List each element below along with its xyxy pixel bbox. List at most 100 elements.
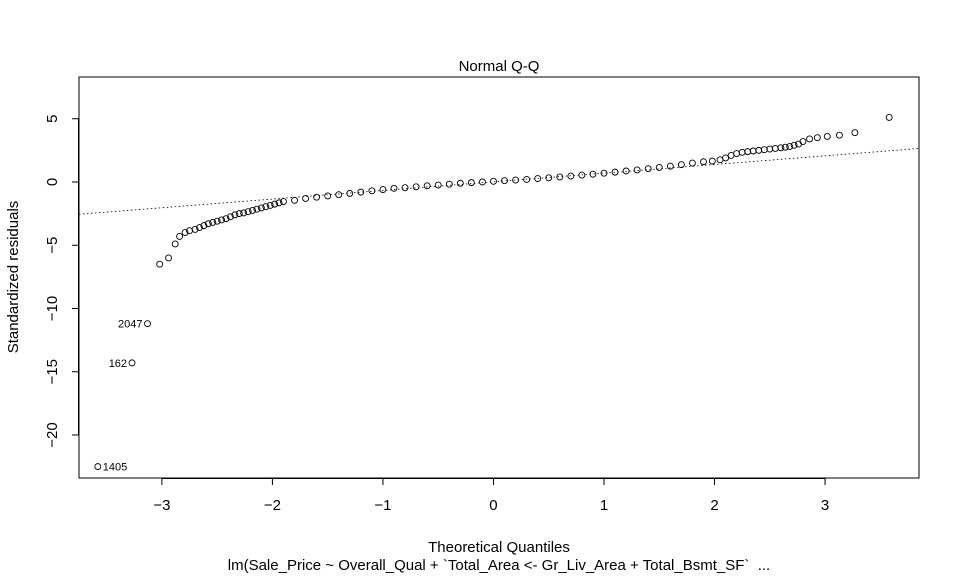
y-tick-label: −15 [44,359,61,384]
point-label: 1405 [103,462,127,474]
x-tick-label: −2 [264,497,281,514]
qq-point [200,222,208,230]
qq-point [262,203,270,211]
qq-point [324,192,332,200]
data-points [94,114,893,471]
qq-point [512,176,520,184]
qq-point [501,177,508,185]
chart-title: Normal Q-Q [459,58,540,75]
x-tick-label: 2 [710,497,718,514]
qq-point [790,141,798,149]
qq-point [253,205,261,213]
qq-point [813,134,821,142]
qq-point [240,209,248,217]
qq-point [799,138,807,145]
x-tick-label: 3 [821,497,829,514]
y-tick-label: −10 [44,296,61,321]
y-axis-label: Standardized residuals [5,201,22,354]
point-annotations: 1405 162 2047 [103,319,143,474]
qq-point [94,463,102,471]
qq-point [266,201,274,209]
qq-point [291,196,298,204]
qq-point [534,175,542,183]
qq-point [567,172,575,180]
qq-point [545,174,553,182]
qq-point [231,211,239,219]
x-tick-label: 0 [489,497,497,514]
qq-point [806,135,814,143]
x-axis-label: Theoretical Quantiles [428,539,570,556]
y-tick-label: 0 [44,178,61,186]
y-tick-label: −5 [44,237,61,254]
qq-point [280,198,287,206]
qq-point [196,224,203,231]
qq-point [401,184,409,192]
qq-point [423,182,431,190]
qq-point [218,216,226,224]
qq-point [589,170,597,178]
qq-point [666,162,674,170]
qq-point [633,166,641,174]
qq-point [578,171,586,179]
y-tick-label: 5 [44,115,61,123]
qq-point [434,181,442,189]
qq-point [379,186,387,194]
qq-point [644,165,652,173]
reference-line [78,148,920,215]
x-tick-label: −3 [153,497,170,514]
qq-point [313,193,321,201]
qq-point [302,194,310,202]
point-label: 162 [109,358,127,370]
qq-point [235,210,243,218]
model-subtitle: lm(Sale_Price ~ Overall_Qual + `Total_Ar… [228,557,770,574]
qq-point [655,163,663,171]
qq-point [478,178,486,186]
qq-point [257,204,265,212]
qq-point [346,189,354,197]
x-axis: −3 −2 −1 0 1 2 3 [153,478,829,514]
qq-point [368,187,376,195]
qq-point [851,129,859,137]
y-tick-label: −20 [44,422,61,447]
qq-point [357,188,365,196]
qq-point [412,183,420,191]
qq-point [275,199,283,207]
qq-point [467,179,475,187]
qq-point [128,359,136,367]
qq-point [677,161,685,169]
qq-point [244,208,252,216]
qq-point [204,220,212,228]
point-label: 2047 [118,319,142,331]
qq-point [209,219,217,226]
qq-point [222,215,230,223]
qq-point [611,168,619,176]
qq-point [781,143,789,151]
qq-point [556,173,564,181]
qq-point [181,229,189,237]
qq-point [191,225,199,233]
qq-point [688,159,696,167]
qq-point [700,158,707,166]
qq-point [722,154,730,162]
y-axis: 5 0 −5 −10 −15 −20 [44,115,79,448]
qq-point [144,320,151,328]
qq-point [885,114,893,121]
x-tick-label: −1 [374,497,391,514]
qq-point [390,184,398,192]
qq-point [523,176,531,183]
qq-point [445,180,453,188]
qq-point [622,167,630,175]
qq-point [823,133,831,140]
qq-point [600,169,608,177]
x-tick-label: 1 [600,497,608,514]
qq-point [271,200,279,208]
qq-point [171,240,179,248]
qq-point [835,131,843,139]
qq-point [456,179,464,187]
qq-point [213,217,221,225]
qq-point [335,191,343,199]
qq-point [490,177,497,185]
qq-point [249,207,256,214]
qq-point [777,144,785,152]
